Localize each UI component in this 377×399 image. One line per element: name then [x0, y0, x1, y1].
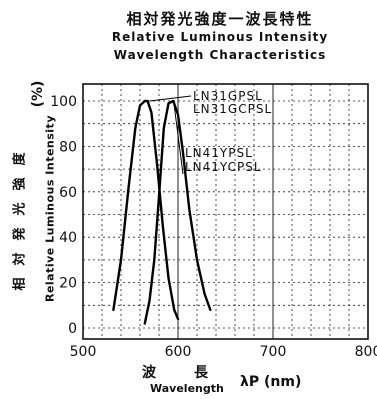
annotations: LN31GPSL LN31GCPSL LN41YPSL LN41YCPSL: [149, 89, 272, 175]
annotation-label: LN31GCPSL: [193, 102, 272, 116]
x-tick-label: 600: [165, 344, 192, 360]
y-tick-label: 20: [59, 276, 77, 292]
x-axis-symbol: λP (nm): [240, 374, 302, 390]
y-tick-label: 60: [59, 185, 77, 201]
chart-title-en-line1: Relative Luminous Intensity: [111, 30, 329, 44]
x-axis-label-en: Wavelength: [150, 382, 224, 395]
leader-line: [149, 95, 192, 102]
series-line-2: [143, 99, 212, 325]
axis-ticks: 0 20 40 60 80 100 500 600 700 800: [50, 94, 377, 360]
x-axis-label-jp: 波長: [142, 365, 246, 381]
grid-lines: [83, 84, 368, 339]
annotation-label: LN41YCPSL: [185, 160, 262, 174]
chart-title-jp: 相対発光強度一波長特性: [126, 10, 314, 28]
x-tick-label: 800: [355, 344, 377, 360]
x-tick-label: 700: [260, 344, 287, 360]
annotation-label: LN31GPSL: [193, 89, 263, 103]
x-tick-label: 500: [70, 344, 97, 360]
y-tick-label: 80: [59, 139, 77, 155]
y-tick-label: 40: [59, 230, 77, 246]
annotation-label: LN41YPSL: [185, 146, 253, 160]
leader-line: [173, 105, 184, 175]
y-tick-label: 100: [50, 94, 77, 110]
curves: [112, 99, 212, 325]
y-tick-label: 0: [68, 321, 77, 337]
plot-frame: [82, 83, 369, 340]
series-line-1: [112, 99, 180, 321]
chart-title-en-line2: Wavelength Characteristics: [113, 48, 327, 62]
